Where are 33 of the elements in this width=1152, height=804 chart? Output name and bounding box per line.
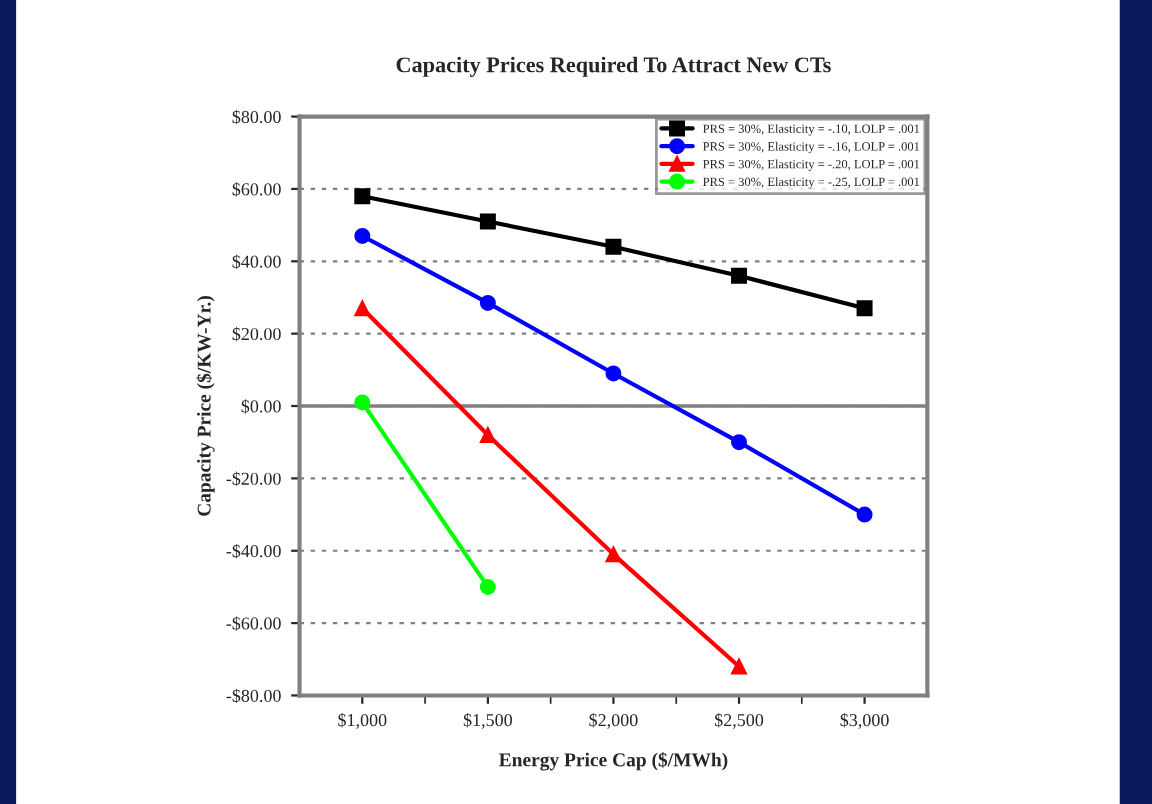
y-tick-label: $20.00 — [232, 326, 281, 342]
point — [731, 267, 747, 284]
x-tick-label: $3,000 — [840, 712, 889, 729]
x-tick-label: $1,500 — [463, 712, 513, 729]
y-tick-label: $60.00 — [232, 182, 281, 197]
point — [354, 300, 371, 317]
point — [856, 506, 873, 523]
x-tick-label: $2,500 — [714, 712, 764, 729]
chart-title: Capacity Prices Required To Attract New CTs — [396, 56, 831, 77]
point — [479, 213, 496, 230]
y-tick-label: -$20.00 — [226, 471, 281, 487]
x-tick-label: $2,000 — [589, 712, 638, 729]
x-tick-label: $1,000 — [338, 712, 387, 729]
y-tick-label: -$40.00 — [226, 543, 281, 559]
point — [354, 227, 371, 244]
y-tick-label: -$60.00 — [226, 616, 281, 631]
point — [479, 426, 496, 443]
y-tick-label: -$80.00 — [226, 688, 281, 704]
y-tick-label: $80.00 — [232, 109, 281, 125]
point — [354, 188, 371, 205]
x-axis-title: Energy Price Cap ($/MWh) — [499, 752, 728, 771]
point — [731, 434, 747, 451]
point — [605, 365, 622, 382]
point — [479, 578, 496, 595]
point — [354, 394, 371, 411]
y-axis-title: Capacity Price ($/KW-Yr.) — [196, 296, 215, 516]
point — [479, 294, 496, 311]
point — [731, 658, 747, 675]
y-tick-label: $40.00 — [232, 254, 281, 269]
point — [605, 238, 622, 255]
point — [605, 546, 622, 563]
point — [856, 300, 873, 317]
y-tick-label: $0.00 — [241, 399, 281, 414]
